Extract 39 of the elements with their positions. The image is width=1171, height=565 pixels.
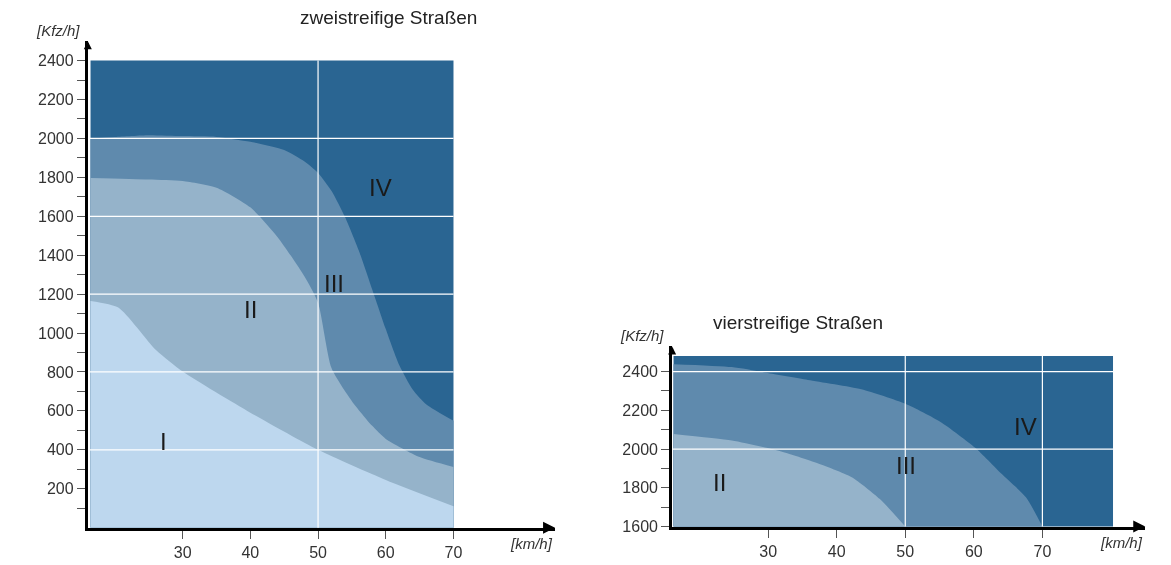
series-label: III: [324, 270, 345, 297]
y-tick-label: 2400: [38, 52, 74, 70]
y-tick-label: 600: [46, 402, 74, 420]
series-label: II: [244, 296, 258, 323]
y-tick-label: 1400: [38, 246, 74, 264]
y-tick-label: 2000: [38, 130, 74, 148]
y-tick-label: 400: [46, 441, 74, 459]
y-tick-label: 2200: [38, 91, 74, 109]
x-tick-label: 60: [376, 543, 395, 561]
chart-title: vierstreifige Straßen: [713, 312, 884, 333]
x-tick-label: 50: [309, 543, 328, 561]
y-tick-label: 1200: [38, 285, 74, 303]
y-tick-label: 2000: [622, 440, 659, 458]
y-axis-title: [Kfz/h]: [620, 327, 665, 344]
y-tick-label: 200: [46, 480, 74, 498]
x-tick-label: 30: [759, 542, 778, 560]
y-tick-label: 1800: [622, 479, 659, 497]
series-label: IV: [369, 174, 392, 201]
y-tick-label: 1600: [38, 207, 74, 225]
x-tick-label: 70: [444, 543, 463, 561]
x-tick-label: 40: [827, 542, 846, 560]
x-tick-label: 70: [1033, 542, 1052, 560]
chart-title: zweistreifige Straßen: [300, 7, 478, 28]
y-tick-label: 1800: [38, 168, 74, 186]
series-label: II: [713, 469, 727, 496]
x-tick-label: 30: [173, 543, 192, 561]
y-tick-label: 800: [46, 363, 74, 381]
y-tick-label: 1600: [622, 518, 659, 536]
x-axis-title: [km/h]: [1100, 534, 1143, 551]
series-label: IV: [1014, 413, 1037, 440]
y-axis-title: [Kfz/h]: [36, 22, 81, 39]
y-tick-label: 2200: [622, 401, 659, 419]
series-label: I: [160, 428, 167, 455]
x-tick-label: 60: [964, 542, 983, 560]
y-tick-label: 2400: [622, 363, 659, 381]
y-tick-label: 1000: [38, 324, 74, 342]
x-axis-title: [km/h]: [510, 535, 553, 552]
x-tick-label: 40: [241, 543, 260, 561]
x-tick-label: 50: [896, 542, 915, 560]
